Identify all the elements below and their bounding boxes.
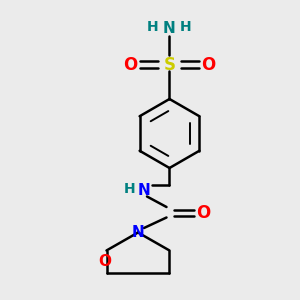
Text: H: H: [147, 20, 159, 34]
Text: N: N: [138, 183, 150, 198]
Text: N: N: [132, 225, 144, 240]
Text: H: H: [180, 20, 192, 34]
Text: H: H: [124, 182, 135, 196]
Text: O: O: [123, 56, 138, 74]
Text: O: O: [201, 56, 216, 74]
Text: N: N: [163, 21, 176, 36]
Text: O: O: [196, 204, 210, 222]
Text: S: S: [164, 56, 175, 74]
Text: O: O: [98, 254, 112, 269]
